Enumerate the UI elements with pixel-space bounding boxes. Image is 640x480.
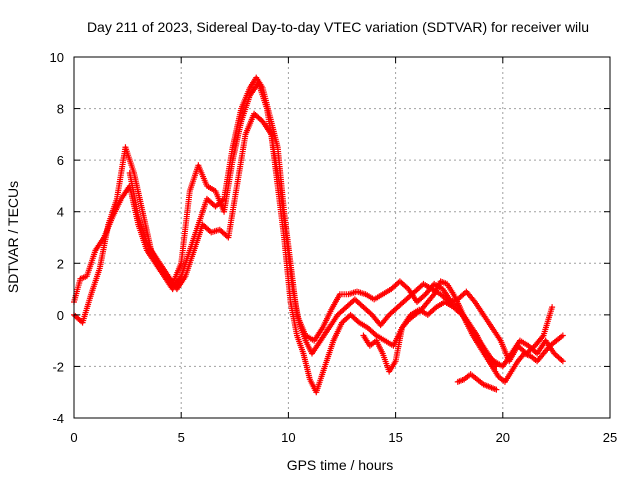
y-tick-label: 10 xyxy=(50,50,64,65)
series-3 xyxy=(126,79,556,365)
y-tick-label: 8 xyxy=(57,102,64,117)
y-tick-label: 6 xyxy=(57,153,64,168)
x-axis-label: GPS time / hours xyxy=(287,457,394,473)
plot-frame xyxy=(73,56,611,419)
y-tick-label: 0 xyxy=(57,308,64,323)
y-axis-label: SDTVAR / TECUs xyxy=(5,181,21,293)
y-tick-label: 4 xyxy=(57,205,64,220)
data-point xyxy=(549,304,556,311)
data-markers xyxy=(71,74,566,396)
y-tick-label: -4 xyxy=(52,411,64,426)
data-point xyxy=(559,358,566,365)
x-tick-label: 25 xyxy=(603,430,617,445)
data-point xyxy=(559,332,566,339)
axis-ticks: -4 -2 0 2 4 6 8 10 0 5 10 15 20 25 xyxy=(50,50,618,445)
chart-title: Day 211 of 2023, Sidereal Day-to-day VTE… xyxy=(87,19,589,35)
x-tick-label: 0 xyxy=(70,430,77,445)
grid-lines xyxy=(74,57,610,418)
x-tick-label: 10 xyxy=(281,430,295,445)
data-point xyxy=(493,386,500,393)
x-tick-label: 20 xyxy=(496,430,510,445)
y-tick-label: -2 xyxy=(52,359,64,374)
series-5 xyxy=(454,371,500,393)
x-tick-label: 5 xyxy=(178,430,185,445)
y-tick-label: 2 xyxy=(57,256,64,271)
series-4 xyxy=(360,278,566,385)
x-tick-label: 15 xyxy=(388,430,402,445)
